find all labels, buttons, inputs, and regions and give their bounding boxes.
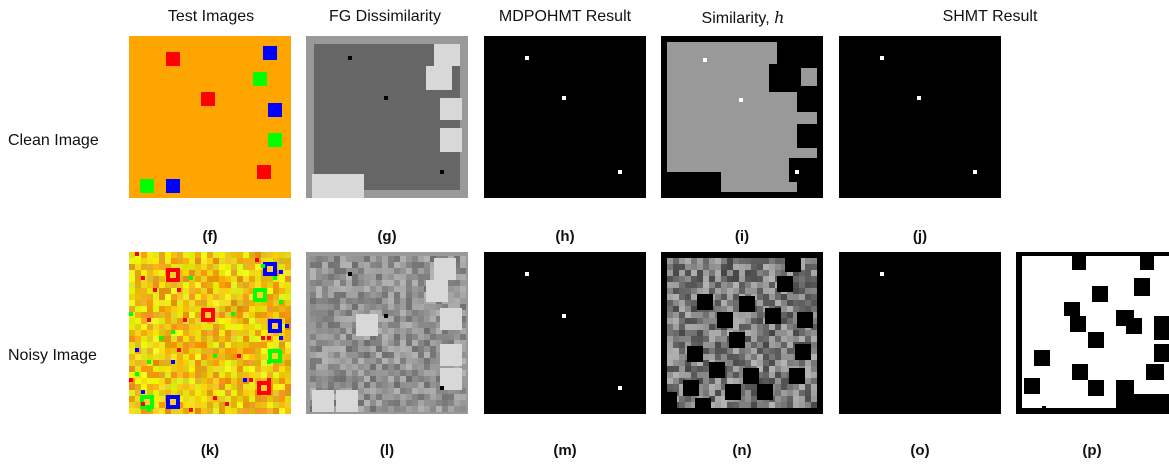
caption-k: (k) (200, 442, 220, 459)
panel-g-clean-fg-dissimilarity (306, 36, 468, 198)
caption-o: (o) (910, 442, 930, 459)
header-similarity-text: Similarity, (701, 10, 770, 27)
panel-j-clean-shmt-result (839, 36, 1001, 198)
header-shmt-result: SHMT Result (942, 8, 1038, 25)
caption-h: (h) (555, 228, 575, 245)
caption-j: (j) (912, 228, 928, 245)
caption-n: (n) (732, 442, 752, 459)
caption-i: (i) (734, 228, 750, 245)
panel-h-clean-mdpohmt-result (484, 36, 646, 198)
panel-i-clean-similarity (661, 36, 823, 198)
row-label-clean: Clean Image (8, 132, 99, 149)
panel-l-noisy-fg-dissimilarity (306, 252, 468, 414)
header-fg-dissimilarity: FG Dissimilarity (329, 8, 441, 25)
panel-o-noisy-shmt-result (839, 252, 1001, 414)
header-mdpohmt-result: MDPOHMT Result (498, 8, 632, 25)
caption-p: (p) (1082, 442, 1102, 459)
header-test-images: Test Images (167, 8, 255, 25)
row-label-noisy: Noisy Image (8, 347, 97, 364)
panel-m-noisy-mdpohmt-result (484, 252, 646, 414)
panel-p-noisy-shmt-map (1016, 252, 1169, 414)
caption-g: (g) (377, 228, 397, 245)
panel-k-noisy-test-image (129, 252, 291, 414)
caption-f: (f) (202, 228, 218, 245)
panel-f-clean-test-image (129, 36, 291, 198)
header-similarity: Similarity, h (660, 8, 826, 28)
caption-l: (l) (379, 442, 395, 459)
panel-n-noisy-similarity (661, 252, 823, 414)
header-similarity-symbol: h (774, 8, 785, 27)
caption-m: (m) (553, 442, 577, 459)
